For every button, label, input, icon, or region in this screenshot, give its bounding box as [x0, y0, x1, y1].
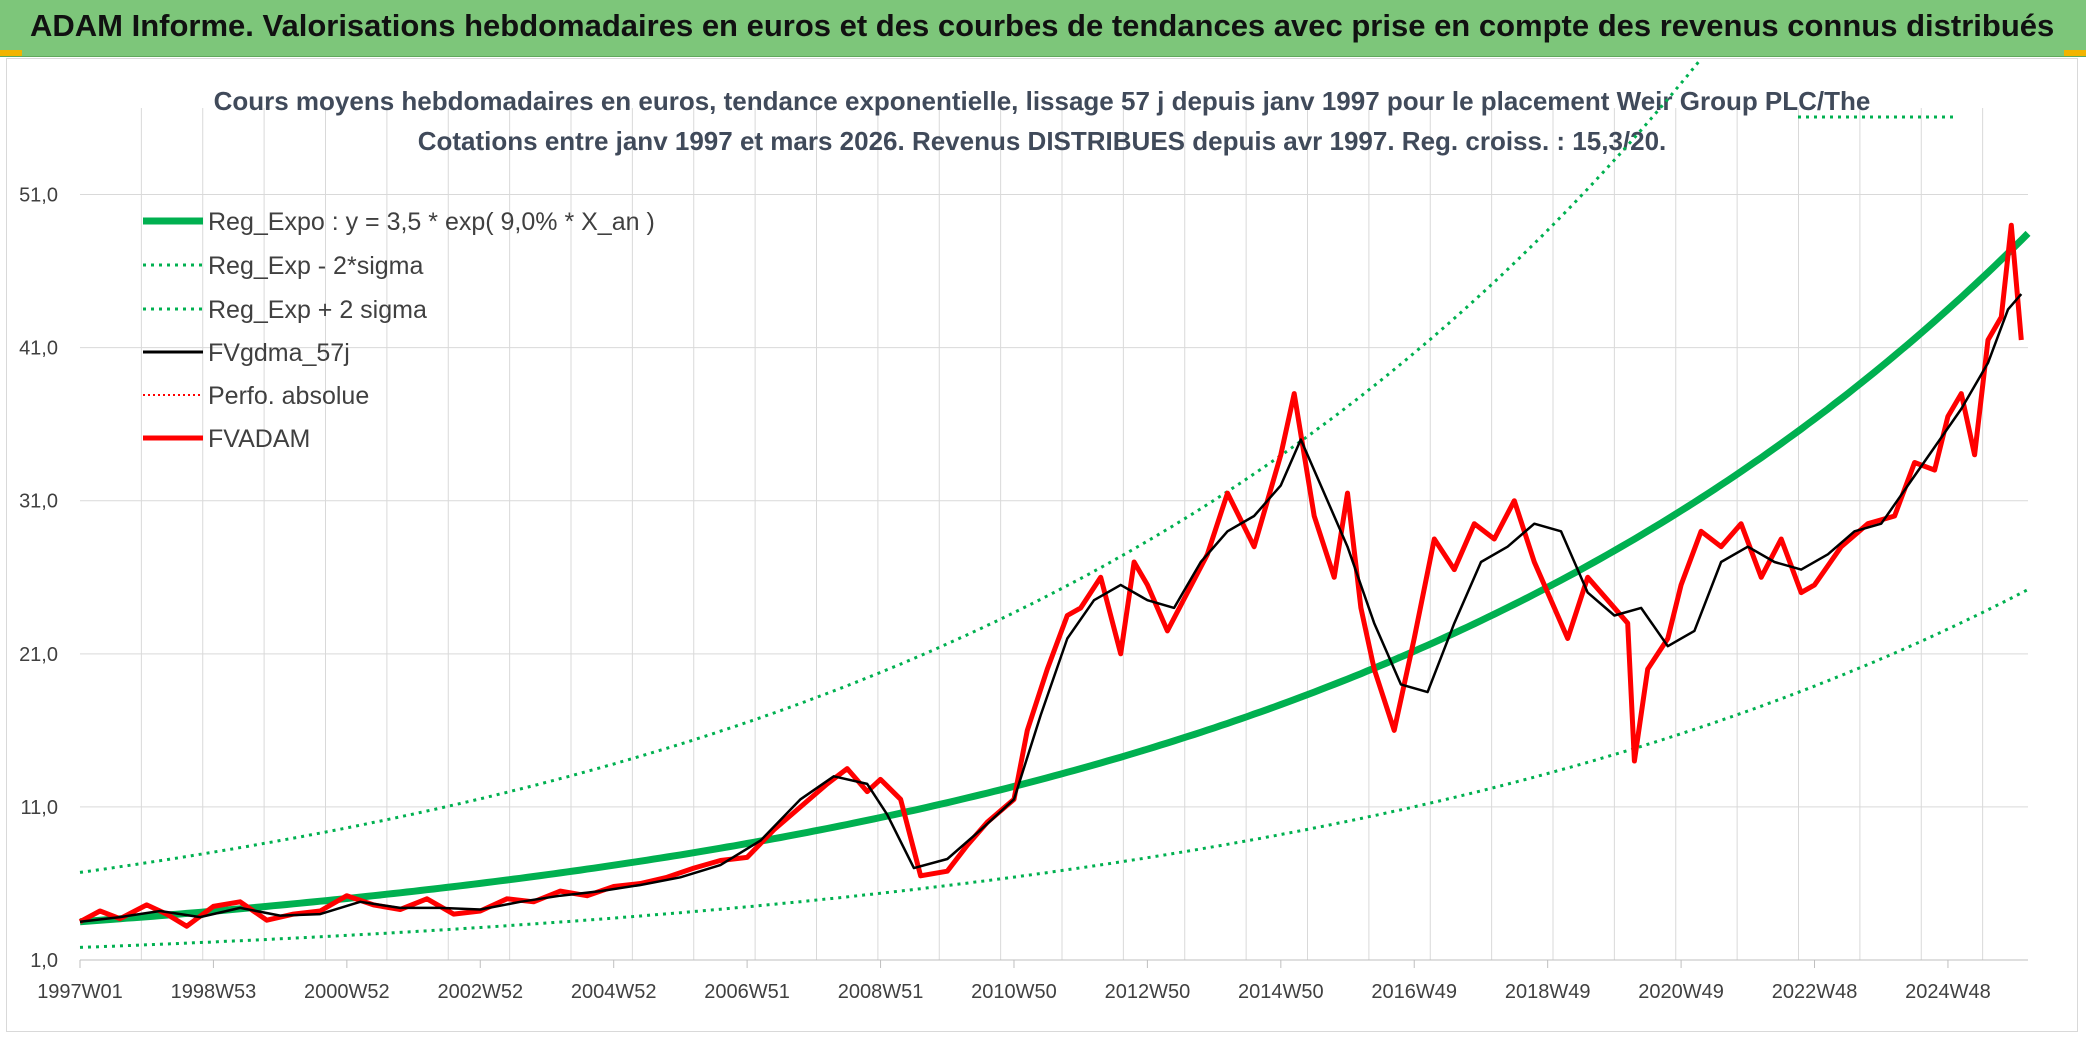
report-title: ADAM Informe. Valorisations hebdomadaire… [30, 8, 2055, 43]
x-tick-label: 2006W51 [704, 981, 790, 1003]
x-tick-label: 2020W49 [1638, 981, 1724, 1003]
y-tick-label: 11,0 [21, 797, 58, 819]
legend-reg-upper: Reg_Exp + 2 sigma [208, 296, 427, 324]
legend-fvadam: FVADAM [208, 425, 310, 453]
x-tick-label: 2012W50 [1105, 981, 1191, 1003]
fvgdma-line [79, 293, 2023, 923]
series-layer [78, 57, 2031, 949]
x-tick-label: 2024W48 [1905, 981, 1991, 1003]
chart-title-line1: Cours moyens hebdomadaires en euros, ten… [214, 86, 1871, 116]
y-tick-label: 41,0 [19, 338, 58, 360]
y-tick-label: 21,0 [19, 644, 58, 666]
legend-reg-lower: Reg_Exp - 2*sigma [208, 252, 423, 280]
fvadam-line [78, 222, 2024, 929]
chart-frame [6, 58, 2078, 1032]
banner-corner-left [0, 50, 22, 56]
reg-lower-curve [79, 588, 2029, 949]
x-tick-label: 2004W52 [571, 981, 657, 1003]
x-tick-label: 1997W01 [37, 981, 123, 1003]
x-tick-label: 2022W48 [1772, 981, 1858, 1003]
legend-fvgdma: FVgdma_57j [208, 339, 350, 367]
legend-reg-expo: Reg_Expo : y = 3,5 * exp( 9,0% * X_an ) [208, 208, 655, 236]
reg-expo-curve [79, 230, 2031, 926]
x-tick-label: 2018W49 [1505, 981, 1591, 1003]
y-tick-label: 51,0 [19, 185, 58, 207]
x-tick-label: 1998W53 [171, 981, 257, 1003]
report-banner: ADAM Informe. Valorisations hebdomadaire… [0, 0, 2086, 57]
x-tick-label: 2000W52 [304, 981, 390, 1003]
x-tick-label: 2002W52 [437, 981, 523, 1003]
x-tick-label: 2008W51 [838, 981, 924, 1003]
x-axis: 1997W01 1998W53 2000W52 2002W52 2004W52 2006W… [37, 959, 2028, 1003]
x-tick-label: 2014W50 [1238, 981, 1324, 1003]
y-tick-label: 1,0 [30, 950, 58, 972]
banner-corner-right [2064, 50, 2086, 56]
y-tick-label: 31,0 [19, 491, 58, 513]
y-axis: 1,0 11,0 21,0 31,0 41,0 51,0 [19, 185, 58, 972]
x-tick-label: 2010W50 [971, 981, 1057, 1003]
grid [80, 108, 2028, 961]
chart-title-line2: Cotations entre janv 1997 et mars 2026. … [418, 126, 1667, 156]
legend-perfo: Perfo. absolue [208, 382, 369, 410]
legend: Reg_Expo : y = 3,5 * exp( 9,0% * X_an ) … [143, 208, 655, 453]
reg-upper-curve [79, 57, 1703, 874]
x-tick-label: 2016W49 [1371, 981, 1457, 1003]
